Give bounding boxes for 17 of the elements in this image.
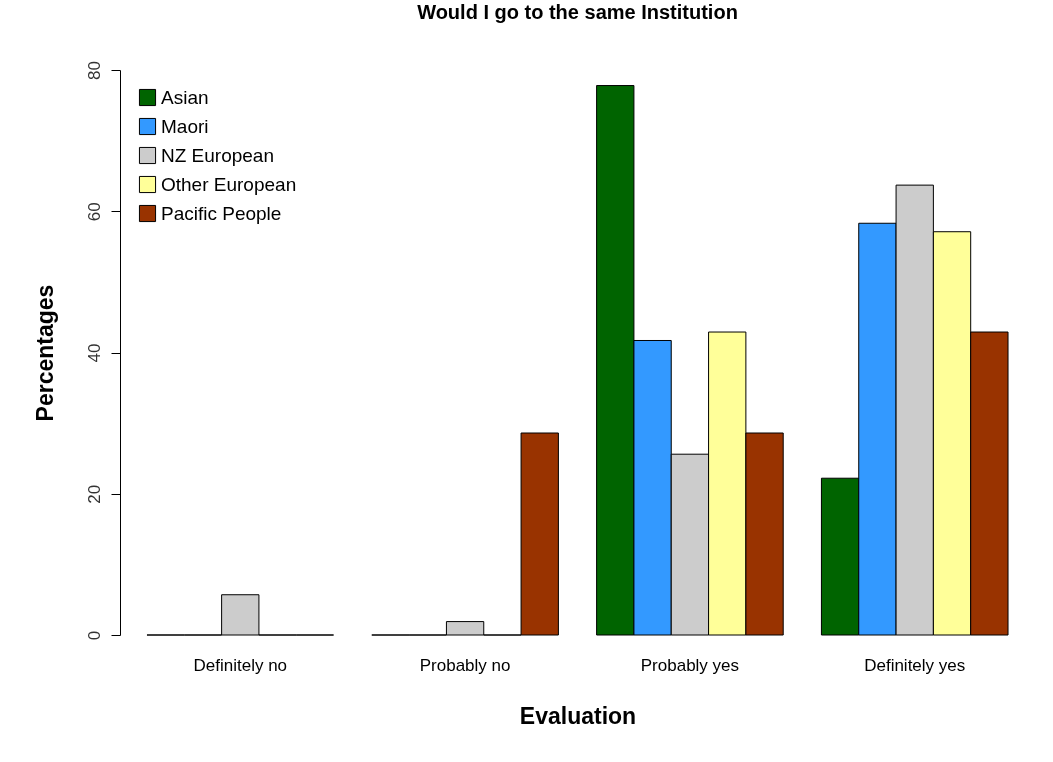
y-tick-label: 60	[84, 202, 104, 222]
y-tick-label: 20	[84, 484, 104, 504]
y-axis-title: Percentages	[31, 284, 58, 422]
legend-label: Pacific People	[161, 202, 282, 224]
legend-label: Maori	[161, 115, 209, 137]
y-tick-label: 80	[84, 61, 104, 80]
x-tick-label: Definitely yes	[864, 655, 966, 675]
chart-title: Would I go to the same Institution	[417, 0, 738, 23]
x-axis-title: Evaluation	[519, 702, 637, 729]
legend-label: NZ European	[161, 144, 275, 166]
legend-label: Asian	[161, 86, 209, 108]
y-tick-label: 0	[84, 630, 104, 641]
y-tick-label: 40	[84, 343, 104, 363]
x-tick-label: Probably no	[419, 655, 511, 675]
legend-label: Other European	[161, 173, 297, 195]
x-tick-label: Probably yes	[640, 655, 740, 675]
x-tick-label: Definitely no	[193, 655, 288, 675]
